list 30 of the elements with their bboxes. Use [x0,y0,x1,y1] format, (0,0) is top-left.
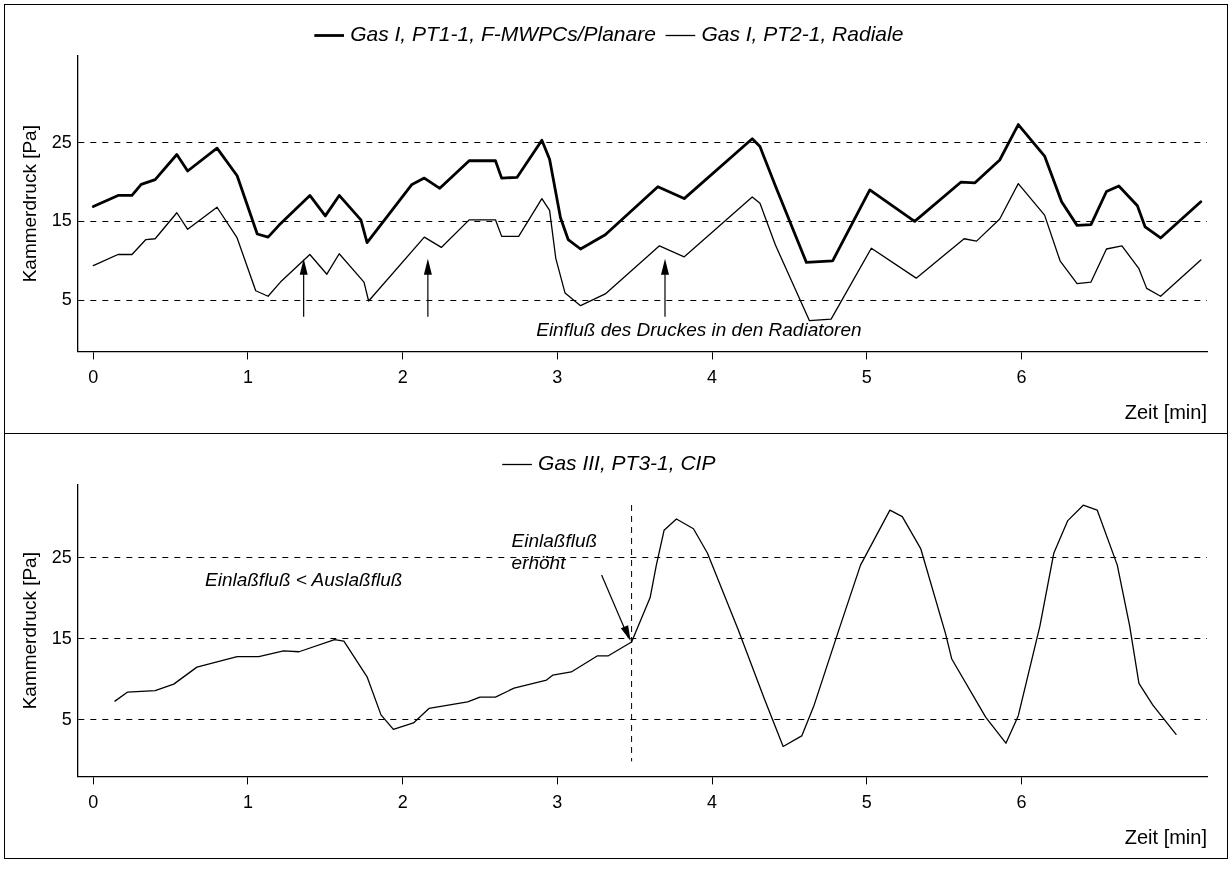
annotation: Einlaßfluß < Auslaßfluß [205,569,403,591]
x-axis-title: Zeit [min] [1124,400,1207,423]
x-tick-label: 2 [397,792,408,813]
annotation: Einfluß des Druckes in den Radiatoren [536,319,862,340]
x-tick-label: 4 [707,367,718,388]
x-tick-label: 6 [1016,792,1027,813]
y-tick-label: 15 [51,210,72,231]
x-tick-label: 3 [552,367,563,388]
x-axis-title: Zeit [min] [1124,825,1207,848]
y-axis-title: Kammerdruck [Pa] [18,125,40,283]
x-tick-label: 5 [861,792,872,813]
x-tick-label: 0 [88,792,99,813]
x-tick-label: 1 [242,792,253,813]
y-tick-label: 25 [51,546,72,567]
y-tick-label: 25 [51,131,72,152]
x-tick-label: 0 [88,367,99,388]
y-axis-title: Kammerdruck [Pa] [18,552,40,710]
x-tick-label: 2 [397,367,408,388]
y-tick-label: 5 [61,289,72,310]
x-tick-label: 5 [861,367,872,388]
x-tick-label: 3 [552,792,563,813]
legend-label: Gas III, PT3-1, CIP [538,451,716,475]
x-tick-label: 6 [1016,367,1027,388]
x-tick-label: 4 [707,792,718,813]
y-tick-label: 5 [61,708,72,729]
legend-label: Gas I, PT1-1, F-MWPCs/Planare [350,22,656,46]
legend-label: Gas I, PT2-1, Radiale [701,22,904,46]
y-tick-label: 15 [51,627,72,648]
annotation: Einlaßfluß erhöht [511,530,598,574]
x-tick-label: 1 [242,367,253,388]
